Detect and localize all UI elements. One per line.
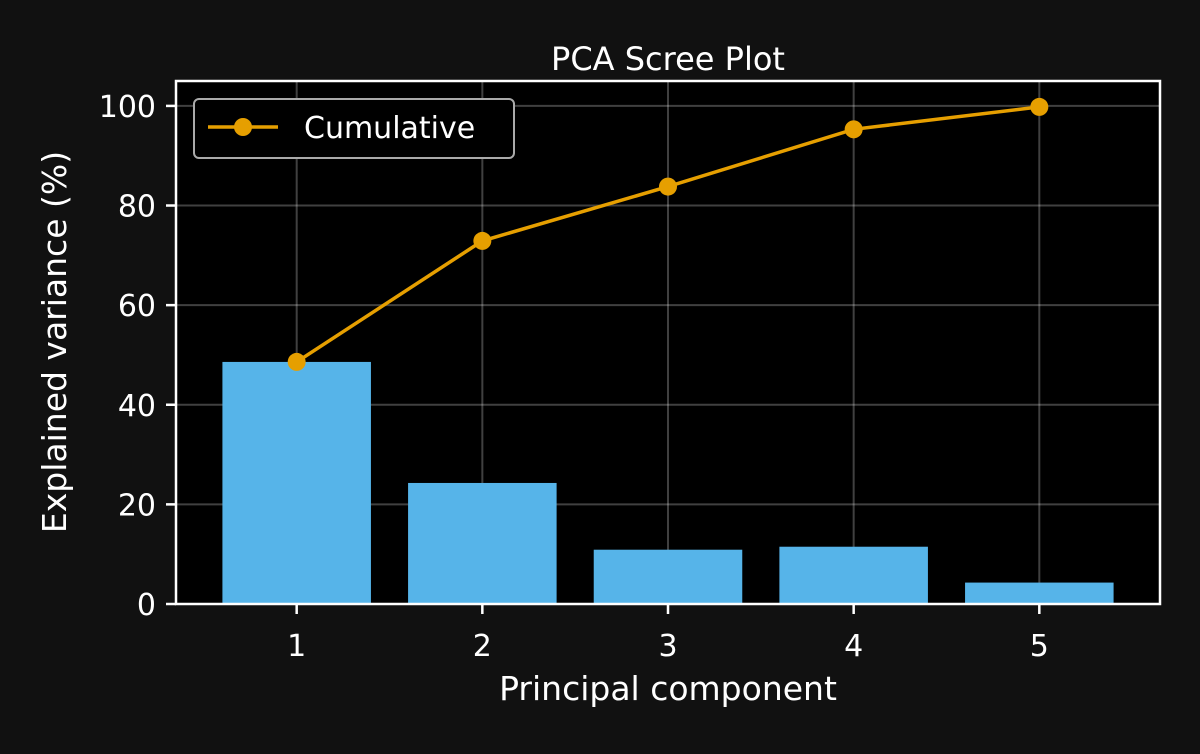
bars-layer	[222, 361, 1114, 604]
variance-bar	[779, 546, 928, 604]
variance-bar	[965, 582, 1114, 604]
y-tick-label: 40	[118, 389, 156, 424]
legend-box	[193, 98, 515, 159]
y-tick-label: 80	[118, 190, 156, 225]
variance-bar	[408, 482, 557, 604]
legend-marker-swatch	[234, 118, 252, 136]
chart-title: PCA Scree Plot	[551, 40, 785, 78]
cumulative-point	[844, 120, 863, 139]
x-tick-label: 2	[473, 629, 492, 664]
variance-bar	[222, 361, 371, 604]
cumulative-point	[659, 177, 677, 196]
x-tick-label: 4	[844, 629, 863, 664]
x-tick-label: 3	[658, 629, 677, 664]
x-tick-label: 5	[1030, 629, 1049, 664]
cumulative-point	[1030, 97, 1049, 116]
x-tick-label: 1	[287, 629, 306, 664]
y-tick-label: 60	[118, 289, 156, 324]
legend: Cumulative	[193, 98, 515, 159]
y-tick-label: 20	[118, 488, 156, 523]
cumulative-point	[287, 352, 306, 371]
variance-bar	[593, 549, 743, 604]
y-tick-label: 100	[99, 90, 156, 125]
y-axis-label: Explained variance (%)	[35, 151, 74, 533]
y-tick-label: 0	[137, 588, 156, 623]
cumulative-point	[473, 231, 492, 250]
ticks-layer: 0 20 40 60 80 100 1 2 3 4 5	[99, 90, 1049, 664]
x-axis-label: Principal component	[499, 669, 837, 708]
legend-entry-cumulative: Cumulative	[304, 111, 475, 146]
cumulative-line-layer	[287, 97, 1049, 371]
